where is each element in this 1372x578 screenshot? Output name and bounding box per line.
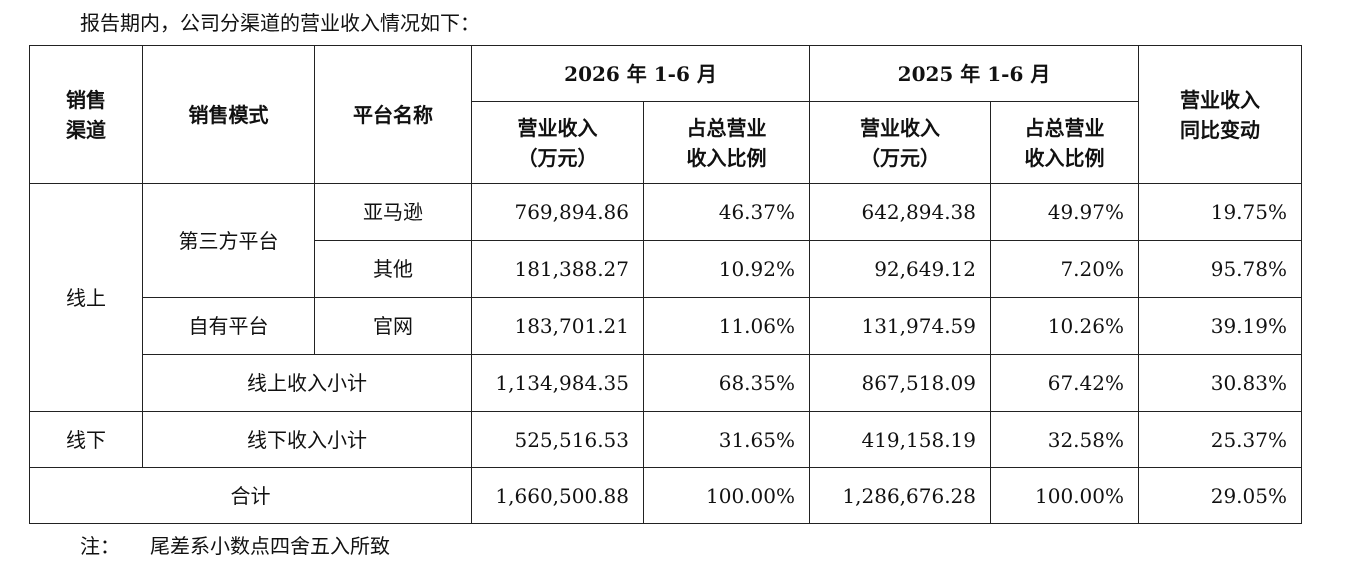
- revenue-by-channel-table: 销售 渠道 销售模式 平台名称 2026 年 1-6 月 2025 年 1-6 …: [29, 45, 1302, 524]
- header-channel: 销售 渠道: [29, 45, 143, 184]
- offline-subtotal-rev-2026: 525,516.53: [471, 411, 644, 468]
- official-rev-2025: 131,974.59: [809, 297, 991, 355]
- header-channel-line1: 销售: [66, 87, 106, 112]
- channel-online: 线上: [29, 183, 143, 412]
- other-share-2025: 7.20%: [990, 240, 1139, 298]
- amazon-yoy: 19.75%: [1138, 183, 1302, 241]
- header-yoy: 营业收入 同比变动: [1138, 45, 1302, 184]
- offline-subtotal-rev-2025: 419,158.19: [809, 411, 991, 468]
- mode-own-platform: 自有平台: [142, 297, 315, 355]
- header-period-2026: 2026 年 1-6 月: [471, 45, 810, 102]
- header-share-2026: 占总营业 收入比例: [643, 101, 810, 184]
- table-row-official: 自有平台 官网 183,701.21 11.06% 131,974.59 10.…: [30, 297, 1302, 355]
- online-subtotal-rev-2026: 1,134,984.35: [471, 354, 644, 412]
- mode-third-party: 第三方平台: [142, 183, 315, 298]
- header-share-2026-line1: 占总营业: [686, 115, 767, 140]
- table-row-total: 合计 1,660,500.88 100.00% 1,286,676.28 100…: [29, 467, 1302, 524]
- official-share-2026: 11.06%: [643, 297, 810, 355]
- header-platform: 平台名称: [314, 45, 472, 184]
- table-row-other: 其他 181,388.27 10.92% 92,649.12 7.20% 95.…: [30, 240, 1302, 298]
- offline-subtotal-share-2026: 31.65%: [643, 411, 810, 468]
- platform-official: 官网: [314, 297, 472, 355]
- online-subtotal-share-2025: 67.42%: [990, 354, 1139, 412]
- total-share-2026: 100.00%: [643, 467, 810, 524]
- other-rev-2025: 92,649.12: [809, 240, 991, 298]
- official-share-2025: 10.26%: [990, 297, 1139, 355]
- total-rev-2025: 1,286,676.28: [809, 467, 991, 524]
- header-yoy-line1: 营业收入: [1180, 87, 1260, 112]
- online-subtotal-label: 线上收入小计: [142, 354, 472, 412]
- channel-offline: 线下: [29, 411, 143, 468]
- amazon-share-2026: 46.37%: [643, 183, 810, 241]
- total-yoy: 29.05%: [1138, 467, 1302, 524]
- table-row-offline-subtotal: 线下 线下收入小计 525,516.53 31.65% 419,158.19 3…: [29, 411, 1302, 468]
- header-revenue-2026-line1: 营业收入: [517, 115, 598, 140]
- official-yoy: 39.19%: [1138, 297, 1302, 355]
- header-share-2025-line1: 占总营业: [1024, 115, 1105, 140]
- amazon-rev-2025: 642,894.38: [809, 183, 991, 241]
- table-row-amazon: 线上 第三方平台 亚马逊 769,894.86 46.37% 642,894.3…: [29, 183, 1302, 412]
- total-rev-2026: 1,660,500.88: [471, 467, 644, 524]
- platform-other: 其他: [314, 240, 472, 298]
- offline-subtotal-label: 线下收入小计: [142, 411, 472, 468]
- header-mode: 销售模式: [142, 45, 315, 184]
- amazon-share-2025: 49.97%: [990, 183, 1139, 241]
- header-channel-line2: 渠道: [66, 117, 106, 142]
- offline-subtotal-yoy: 25.37%: [1138, 411, 1302, 468]
- total-label: 合计: [29, 467, 472, 524]
- header-share-2025-line2: 收入比例: [1024, 145, 1105, 170]
- online-subtotal-yoy: 30.83%: [1138, 354, 1302, 412]
- amazon-rev-2026: 769,894.86: [471, 183, 644, 241]
- table-row-online-subtotal: 线上收入小计 1,134,984.35 68.35% 867,518.09 67…: [30, 354, 1302, 412]
- other-rev-2026: 181,388.27: [471, 240, 644, 298]
- official-rev-2026: 183,701.21: [471, 297, 644, 355]
- footnote: 注： 尾差系小数点四舍五入所致: [80, 531, 390, 561]
- header-revenue-2026: 营业收入 （万元）: [471, 101, 644, 184]
- header-share-2026-line2: 收入比例: [686, 145, 767, 170]
- header-revenue-2025: 营业收入 （万元）: [809, 101, 991, 184]
- intro-text: 报告期内，公司分渠道的营业收入情况如下：: [80, 11, 480, 35]
- online-subtotal-rev-2025: 867,518.09: [809, 354, 991, 412]
- footnote-label: 注：: [80, 534, 120, 558]
- header-row-1: 销售 渠道 销售模式 平台名称 2026 年 1-6 月 2025 年 1-6 …: [29, 45, 1302, 184]
- offline-subtotal-share-2025: 32.58%: [990, 411, 1139, 468]
- header-revenue-2025-line1: 营业收入: [860, 115, 940, 140]
- header-revenue-2026-line2: （万元）: [517, 145, 598, 170]
- header-revenue-2025-line2: （万元）: [860, 145, 940, 170]
- other-share-2026: 10.92%: [643, 240, 810, 298]
- header-share-2025: 占总营业 收入比例: [990, 101, 1139, 184]
- other-yoy: 95.78%: [1138, 240, 1302, 298]
- header-period-2025: 2025 年 1-6 月: [809, 45, 1139, 102]
- online-subtotal-share-2026: 68.35%: [643, 354, 810, 412]
- header-row-2: 营业收入 （万元） 占总营业 收入比例 营业收入 （万元） 占总营业 收入比例: [30, 101, 1302, 184]
- footnote-text: 尾差系小数点四舍五入所致: [150, 534, 390, 558]
- platform-amazon: 亚马逊: [314, 183, 472, 241]
- total-share-2025: 100.00%: [990, 467, 1139, 524]
- header-yoy-line2: 同比变动: [1180, 117, 1260, 142]
